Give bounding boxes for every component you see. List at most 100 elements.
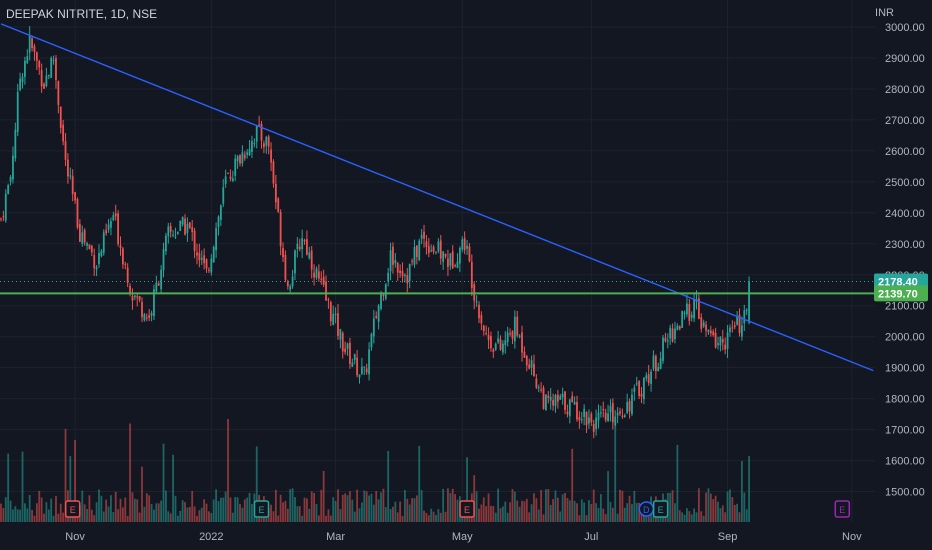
- volume-bar: [621, 490, 624, 522]
- candle-body: [71, 176, 74, 195]
- candle-body: [219, 205, 222, 221]
- candle-body: [14, 129, 17, 159]
- candle-body: [681, 311, 684, 328]
- candle-body: [666, 340, 669, 342]
- volume-bar: [112, 512, 115, 522]
- volume-bar: [480, 504, 483, 522]
- event-marker-e[interactable]: E: [459, 500, 475, 518]
- candle-body: [7, 185, 10, 195]
- volume-bar: [47, 509, 50, 522]
- candle-body: [114, 213, 117, 217]
- candle-body: [552, 400, 554, 406]
- candle-body: [165, 235, 167, 252]
- volume-bar: [499, 508, 502, 522]
- volume-bar: [392, 506, 394, 522]
- candle-body: [616, 412, 619, 416]
- event-marker-d[interactable]: D: [638, 501, 655, 517]
- volume-bar: [372, 504, 375, 522]
- candle-body: [95, 267, 98, 270]
- candle-body: [533, 363, 535, 377]
- candle-body: [585, 412, 588, 426]
- candle-body: [370, 333, 373, 348]
- candle-body: [389, 250, 392, 272]
- volume-bar: [404, 490, 406, 522]
- candle-body: [702, 322, 705, 327]
- volume-bar: [435, 514, 437, 522]
- event-marker-e[interactable]: E: [652, 500, 669, 518]
- candle-body: [286, 282, 289, 287]
- candle-body: [160, 269, 163, 290]
- volume-bar: [633, 490, 636, 522]
- time-axis[interactable]: Nov 2022 Mar May Jul Sep Nov: [65, 531, 862, 543]
- candle-body: [384, 284, 387, 299]
- candle-body: [215, 228, 217, 251]
- volume-bar: [329, 515, 332, 522]
- candle-body: [325, 281, 327, 301]
- candle-body: [411, 260, 413, 262]
- candle-body: [270, 149, 272, 163]
- event-marker-label: D: [643, 505, 650, 515]
- candle-body: [485, 333, 488, 335]
- volume-bar: [556, 497, 559, 522]
- event-marker-e[interactable]: E: [834, 500, 851, 518]
- candle-body: [480, 315, 483, 324]
- candle-body: [298, 246, 301, 250]
- volume-bar: [356, 489, 359, 522]
- candle-body: [334, 313, 337, 315]
- candle-body: [719, 336, 722, 346]
- candle-body: [224, 176, 227, 185]
- volume-bar: [561, 494, 564, 522]
- candle-body: [573, 402, 576, 405]
- candle-body: [332, 313, 335, 325]
- candle-body: [172, 234, 174, 236]
- candle-body: [55, 58, 57, 81]
- candle-body: [430, 250, 433, 252]
- candle-body: [559, 396, 562, 400]
- event-marker-label: E: [259, 505, 265, 515]
- event-marker-e[interactable]: E: [253, 500, 270, 518]
- volume-bar: [738, 512, 741, 522]
- candle-body: [231, 178, 234, 181]
- candle-body: [466, 245, 468, 249]
- volume-bar: [669, 492, 672, 522]
- candle-body: [583, 408, 586, 418]
- candle-body: [243, 154, 246, 159]
- volume-bar: [741, 461, 743, 522]
- candle-body: [234, 158, 237, 176]
- candle-body: [301, 238, 304, 250]
- volume-bar: [181, 500, 184, 522]
- candle-body: [47, 75, 50, 77]
- candle-body: [382, 294, 385, 297]
- candle-body: [502, 343, 504, 353]
- volume-bar: [683, 514, 686, 522]
- volume-bar: [549, 504, 552, 522]
- volume-bar: [611, 507, 614, 522]
- volume-bar: [165, 490, 167, 522]
- y-tick-label: 3000.00: [885, 22, 925, 34]
- volume-bar: [475, 491, 478, 522]
- event-marker-e[interactable]: E: [64, 500, 81, 518]
- volume-bar: [191, 490, 194, 522]
- candle-body: [346, 343, 349, 349]
- candle-body: [375, 316, 378, 318]
- price-axis[interactable]: 3000.00 2900.00 2800.00 2700.00 2600.00 2500.…: [885, 22, 925, 499]
- candle-body: [133, 295, 136, 298]
- volume-bar: [124, 497, 127, 522]
- candle-body: [707, 329, 710, 333]
- volume-bar: [74, 439, 76, 522]
- candle-body: [110, 221, 112, 228]
- volume-bar: [411, 498, 413, 522]
- candle-body: [210, 258, 213, 273]
- volume-bar: [389, 509, 392, 522]
- volume-bar: [595, 503, 598, 522]
- volume-bar: [714, 495, 717, 522]
- volume-bar: [709, 493, 712, 522]
- candle-body: [322, 276, 325, 285]
- volume-bar: [494, 512, 497, 522]
- candle-body: [138, 295, 141, 301]
- volume-bar: [717, 501, 719, 522]
- candle-body: [33, 46, 36, 52]
